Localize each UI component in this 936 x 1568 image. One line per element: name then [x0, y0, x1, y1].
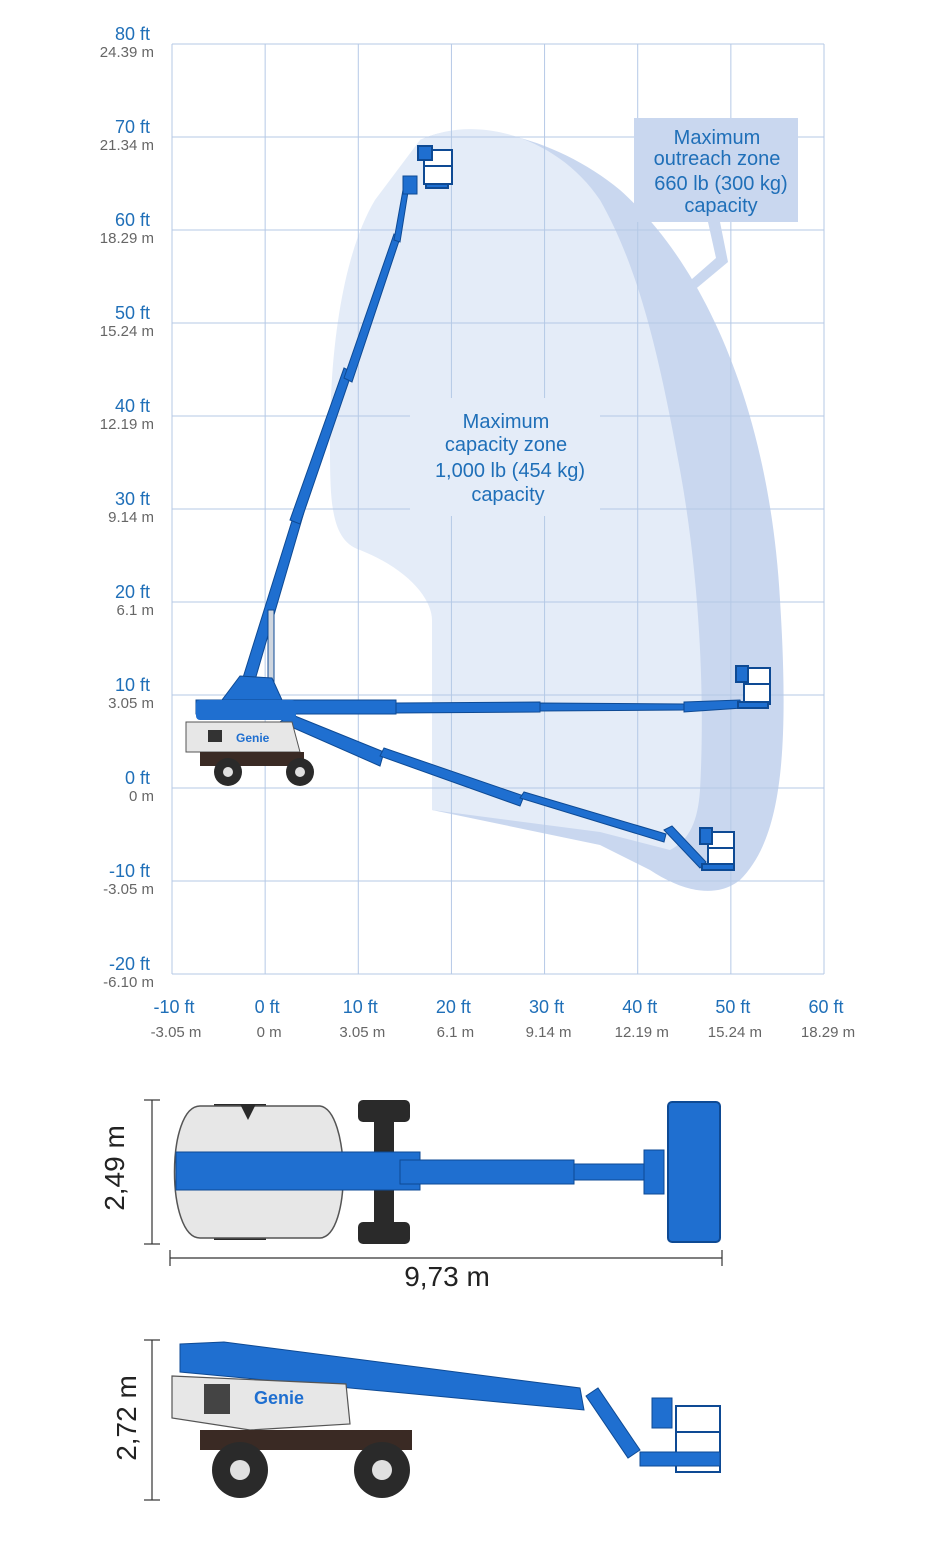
- y-tick-ft-label: 70 ft: [115, 117, 150, 137]
- x-tick-m-label: -3.05 m: [151, 1024, 202, 1041]
- y-tick-m-label: 15.24 m: [100, 323, 154, 340]
- outreach-zone-label-box: [634, 118, 798, 222]
- y-tick-m-label: 18.29 m: [100, 230, 154, 247]
- capacity-zone-label-3: 1,000 lb (454 kg): [435, 460, 585, 482]
- x-tick-ft-label: 10 ft: [343, 997, 378, 1017]
- x-tick-m-label: 6.1 m: [437, 1024, 475, 1041]
- capacity-zone-label-4: capacity: [471, 484, 544, 506]
- boom-high-platform: [417, 145, 453, 189]
- height-dimension-label: 2,72 m: [111, 1375, 142, 1461]
- y-tick-m-label: 0 m: [129, 788, 154, 805]
- outreach-zone-label-3: 660 lb (300 kg): [654, 173, 787, 195]
- x-tick-m-label: 9.14 m: [526, 1024, 572, 1041]
- x-axis-ticks: -10 ft -3.05 m 0 ft 0 m 10 ft 3.05 m 20 ft 6.1 …: [151, 997, 856, 1041]
- outreach-zone-label-4: capacity: [684, 195, 757, 217]
- x-tick-m-label: 12.19 m: [615, 1024, 669, 1041]
- y-tick-m-label: -6.10 m: [103, 974, 154, 991]
- boom-low-platform: [699, 827, 735, 871]
- outreach-zone-pointer: [668, 222, 728, 302]
- y-tick-ft-label: 10 ft: [115, 675, 150, 695]
- y-tick-m-label: 12.19 m: [100, 416, 154, 433]
- capacity-zone-label-box: [410, 398, 600, 516]
- boom-high: [221, 175, 418, 705]
- boom-low: [279, 713, 707, 869]
- side-view: 2,72 m Genie: [111, 1339, 721, 1501]
- genie-logo-small: Genie: [236, 731, 270, 745]
- y-tick-ft-label: 20 ft: [115, 582, 150, 602]
- width-dimension-label: 2,49 m: [99, 1125, 130, 1211]
- length-dimension-label: 9,73 m: [404, 1261, 490, 1292]
- y-tick-ft-label: 0 ft: [125, 768, 150, 788]
- x-tick-m-label: 0 m: [257, 1024, 282, 1041]
- y-tick-m-label: 3.05 m: [108, 695, 154, 712]
- y-tick-m-label: 9.14 m: [108, 509, 154, 526]
- capacity-zone-label-1: Maximum: [463, 411, 550, 433]
- outreach-zone-label-1: Maximum: [674, 127, 761, 149]
- y-tick-m-label: 24.39 m: [100, 44, 154, 61]
- x-tick-m-label: 15.24 m: [708, 1024, 762, 1041]
- y-tick-ft-label: 80 ft: [115, 24, 150, 44]
- y-tick-ft-label: 60 ft: [115, 210, 150, 230]
- x-tick-ft-label: 50 ft: [715, 997, 750, 1017]
- y-tick-ft-label: -10 ft: [109, 861, 150, 881]
- y-tick-ft-label: 30 ft: [115, 489, 150, 509]
- working-envelope-chart: Maximum capacity zone 1,000 lb (454 kg) …: [100, 24, 855, 1041]
- y-tick-ft-label: 50 ft: [115, 303, 150, 323]
- x-tick-ft-label: 40 ft: [622, 997, 657, 1017]
- outreach-zone-label-2: outreach zone: [654, 148, 781, 170]
- x-tick-ft-label: 20 ft: [436, 997, 471, 1017]
- y-tick-m-label: 6.1 m: [116, 602, 154, 619]
- boom-horizontal-platform: [735, 665, 771, 709]
- y-tick-m-label: 21.34 m: [100, 137, 154, 154]
- x-tick-ft-label: 60 ft: [808, 997, 843, 1017]
- y-tick-ft-label: 40 ft: [115, 396, 150, 416]
- x-tick-ft-label: 30 ft: [529, 997, 564, 1017]
- genie-logo: Genie: [254, 1388, 304, 1408]
- y-tick-m-label: -3.05 m: [103, 881, 154, 898]
- capacity-zone-label-2: capacity zone: [445, 434, 567, 456]
- y-tick-ft-label: -20 ft: [109, 954, 150, 974]
- top-view: 2,49 m 9,73 m: [99, 1099, 723, 1292]
- x-tick-ft-label: 0 ft: [255, 997, 280, 1017]
- x-tick-m-label: 18.29 m: [801, 1024, 855, 1041]
- x-tick-m-label: 3.05 m: [339, 1024, 385, 1041]
- x-tick-ft-label: -10 ft: [153, 997, 194, 1017]
- machine-base: Genie: [185, 700, 314, 786]
